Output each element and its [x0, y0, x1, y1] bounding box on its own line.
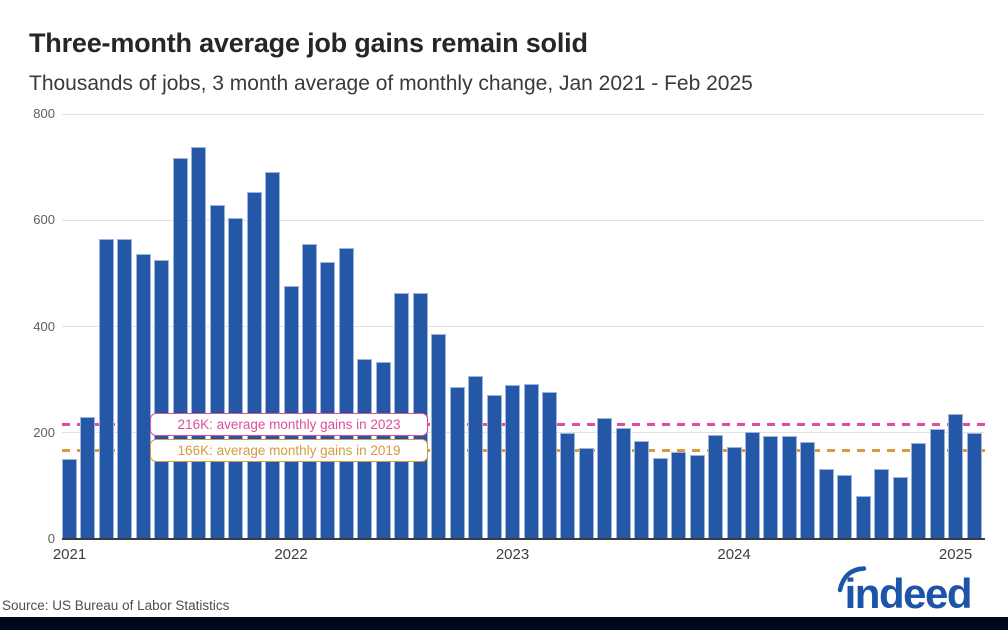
- bar: [468, 375, 484, 539]
- bar: [837, 475, 853, 539]
- x-tick-label: 2023: [495, 546, 530, 563]
- bar: [541, 391, 557, 539]
- y-tick-label: 200: [33, 424, 55, 440]
- bar: [726, 446, 742, 539]
- x-tick-label: 2025: [938, 546, 973, 563]
- bar: [265, 172, 281, 539]
- x-tick-label: 2021: [52, 546, 87, 563]
- bar: [301, 244, 317, 539]
- bar: [745, 431, 761, 539]
- gridline: [62, 326, 985, 327]
- bar: [338, 248, 354, 539]
- bar: [578, 447, 594, 539]
- bar: [80, 416, 96, 539]
- bar: [449, 386, 465, 539]
- gridline: [62, 113, 985, 115]
- reference-line-label: 216K: average monthly gains in 2023: [150, 412, 428, 436]
- x-tick-label: 2024: [717, 546, 751, 563]
- bar: [62, 459, 77, 539]
- bar: [320, 261, 336, 539]
- bar: [855, 495, 871, 539]
- bar: [671, 452, 687, 539]
- bar: [634, 441, 650, 539]
- bar: [283, 285, 299, 539]
- bar: [652, 458, 668, 539]
- bar: [874, 469, 890, 539]
- indeed-logo: indeed: [837, 566, 973, 617]
- bar: [800, 441, 816, 539]
- bar: [431, 333, 447, 539]
- source-note: Source: US Bureau of Labor Statistics: [2, 598, 230, 613]
- bar: [708, 435, 724, 539]
- bar: [929, 428, 945, 539]
- bar: [966, 432, 982, 539]
- bar: [763, 436, 779, 539]
- chart-subtitle: Thousands of jobs, 3 month average of mo…: [29, 72, 753, 95]
- bar: [172, 158, 188, 539]
- y-tick-label: 600: [33, 212, 55, 228]
- y-tick-label: 0: [47, 531, 55, 546]
- bar: [781, 436, 797, 539]
- indeed-swoosh-icon: [837, 566, 866, 593]
- bar: [486, 394, 502, 539]
- bar: [135, 253, 151, 539]
- footer-brand-bar: [0, 617, 1008, 630]
- bar: [523, 383, 539, 539]
- indeed-logo-text: indeed: [844, 570, 973, 617]
- bar: [560, 432, 576, 539]
- bar: [117, 238, 133, 539]
- bar: [98, 238, 114, 539]
- reference-line-label: 166K: average monthly gains in 2019: [150, 439, 428, 463]
- y-tick-label: 400: [33, 318, 55, 334]
- bar: [911, 442, 927, 539]
- bar: [892, 476, 908, 539]
- bar: [597, 417, 613, 539]
- bar: [246, 192, 262, 539]
- x-axis-line: [62, 538, 985, 540]
- bar: [228, 218, 244, 539]
- bar: [154, 259, 170, 539]
- chart-title: Three-month average job gains remain sol…: [29, 28, 588, 58]
- bar: [191, 146, 207, 539]
- y-tick-label: 800: [33, 106, 55, 121]
- x-tick-label: 2022: [274, 546, 308, 563]
- bar: [209, 205, 225, 539]
- bar: [948, 413, 964, 539]
- bar: [615, 427, 631, 539]
- gridline: [62, 219, 985, 221]
- bar: [818, 469, 834, 539]
- bar: [505, 385, 521, 539]
- bar: [689, 454, 705, 539]
